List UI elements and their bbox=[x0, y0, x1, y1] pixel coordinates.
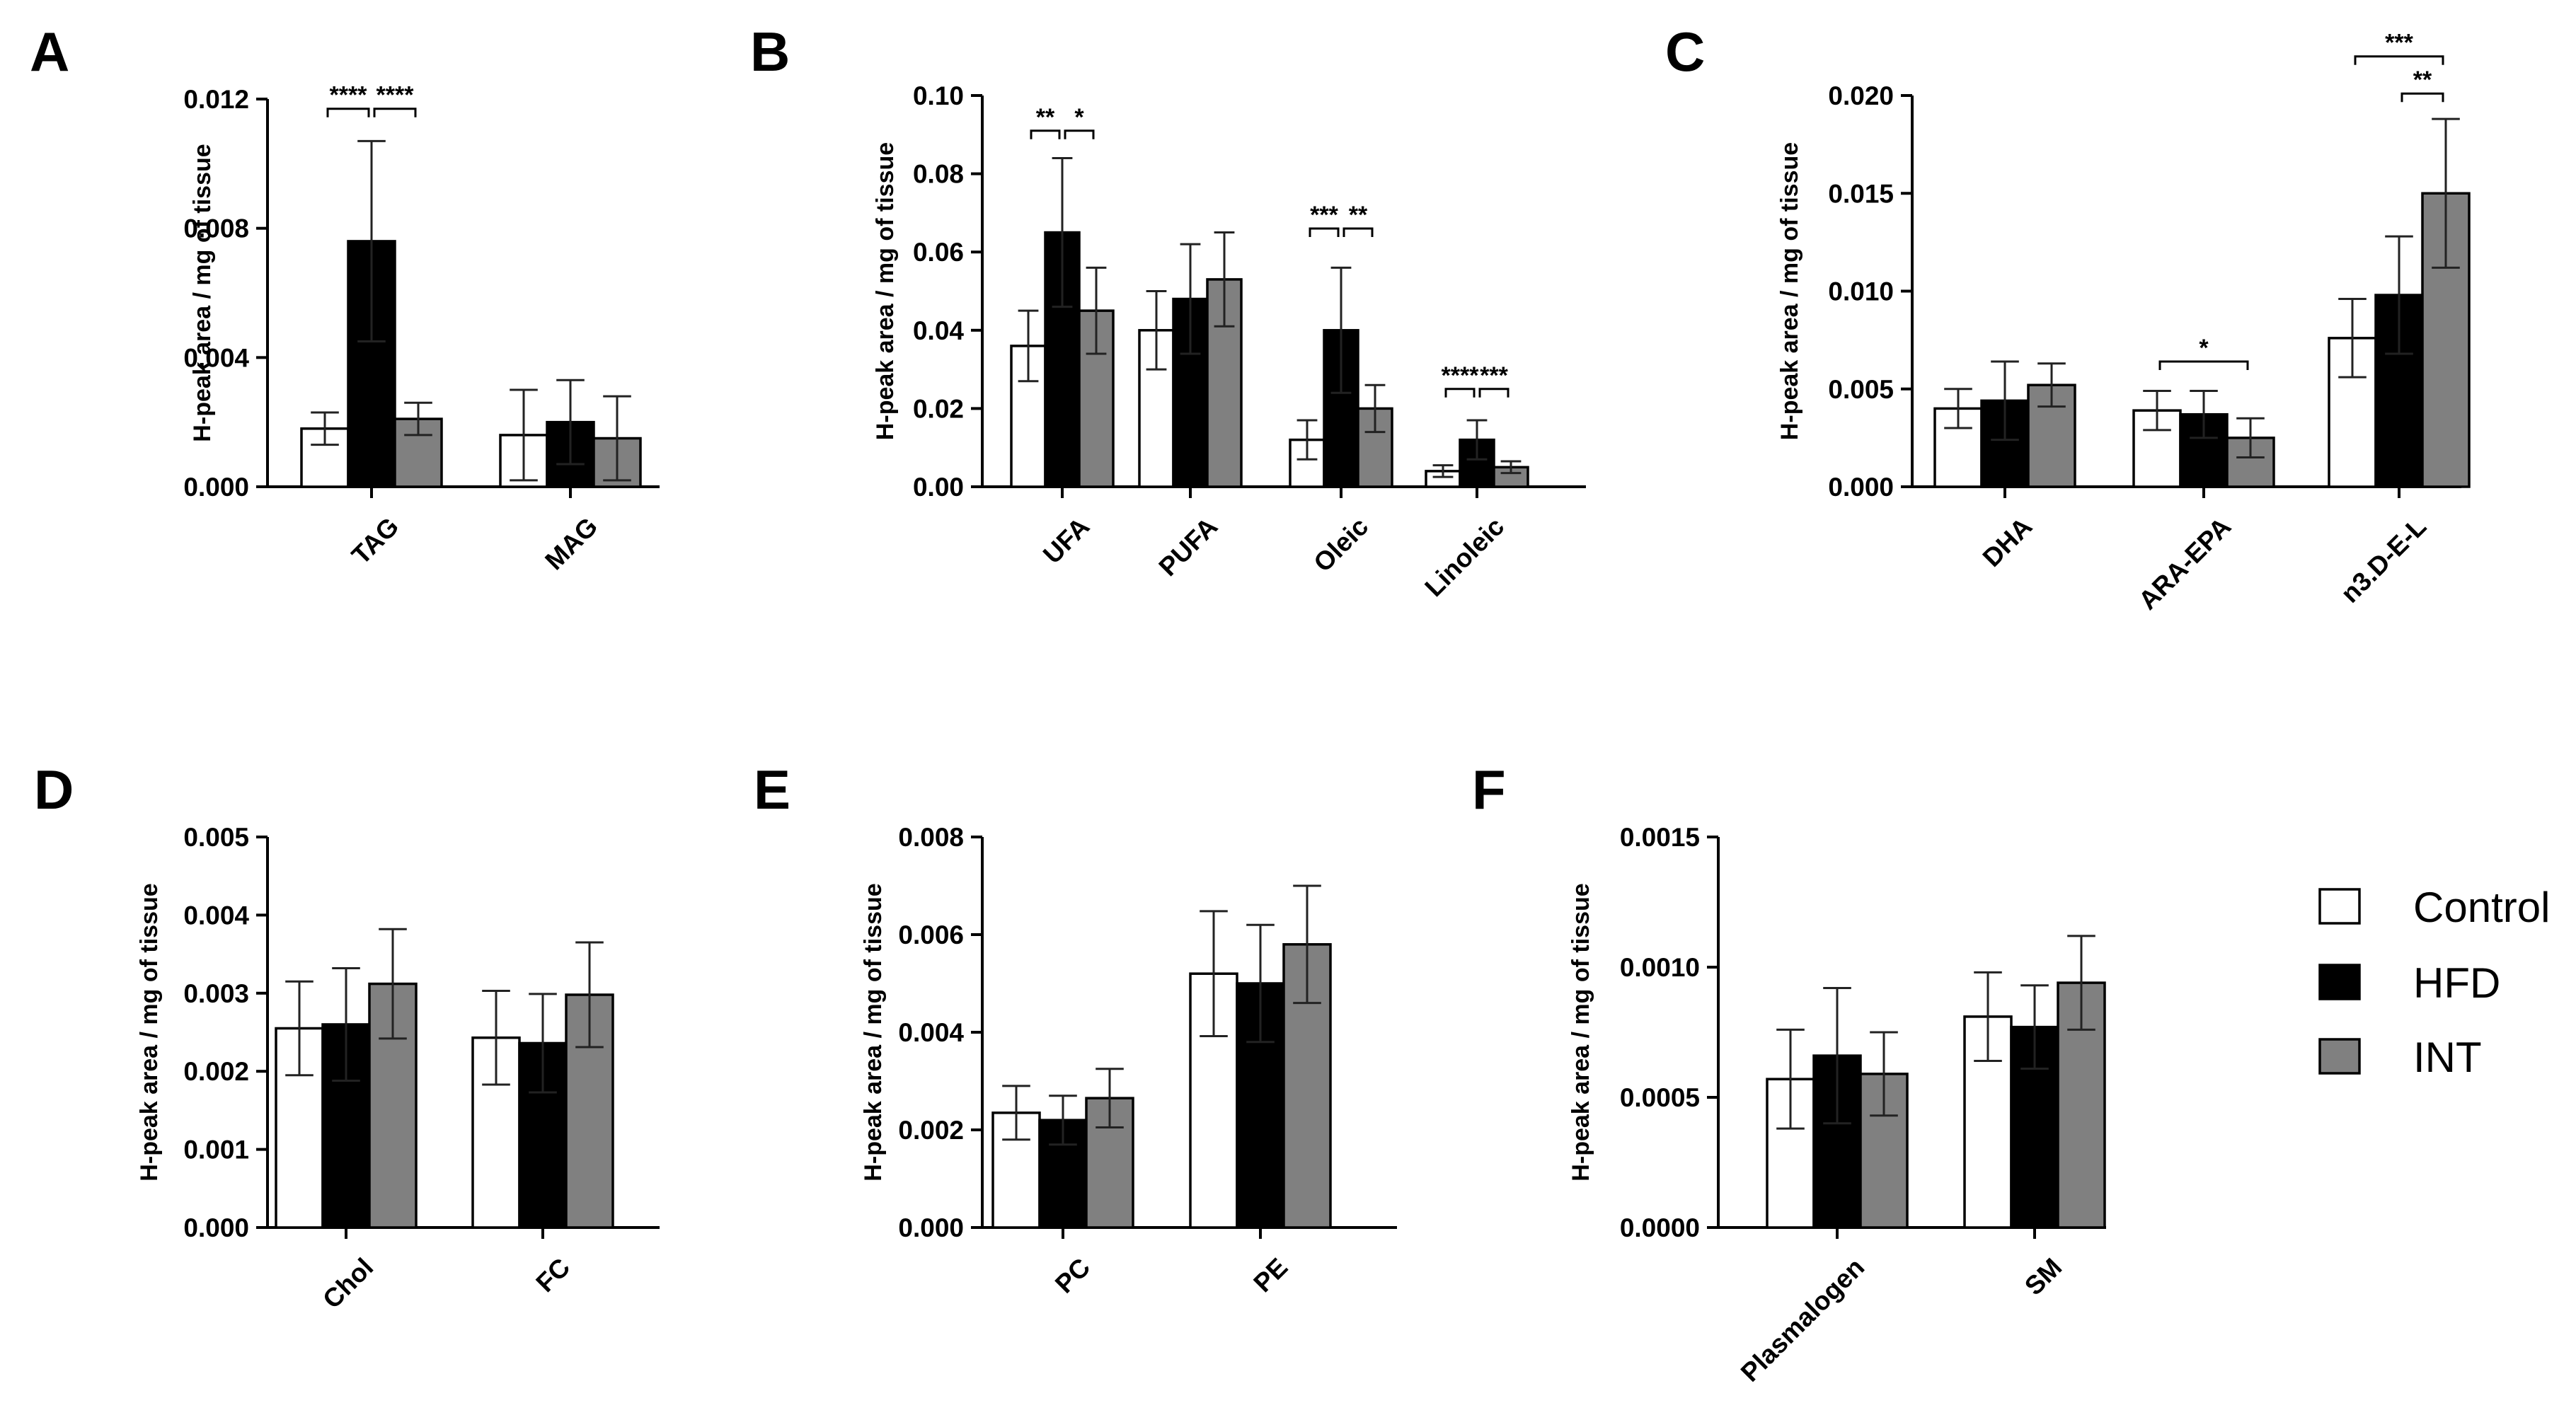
x-category-label: Linoleic bbox=[1419, 512, 1510, 602]
panel-F: F H-peak area / mg of tissue 0.0000 0.0005… bbox=[1472, 758, 2106, 1387]
y-tick-label: 0.000 bbox=[183, 1213, 249, 1242]
y-tick-label: 0.008 bbox=[183, 214, 249, 243]
panel-letter-A: A bbox=[30, 21, 69, 83]
y-axis-label: H-peak area / mg of tissue bbox=[136, 883, 163, 1181]
y-tick-label: 0.004 bbox=[183, 901, 249, 930]
significance-bracket bbox=[326, 108, 370, 117]
significance-bracket bbox=[2354, 55, 2444, 65]
y-tick-label: 0.0015 bbox=[1620, 823, 1700, 852]
panel-letter-D: D bbox=[34, 758, 74, 821]
x-category-label: PC bbox=[1050, 1252, 1096, 1298]
panel-letter-F: F bbox=[1472, 758, 1506, 821]
y-tick-label: 0.000 bbox=[183, 473, 249, 502]
bar-int bbox=[393, 417, 443, 488]
x-category-label: MAG bbox=[539, 512, 603, 575]
panel-B: B H-peak area / mg of tissue 0.00 0.02 0.04… bbox=[750, 21, 1586, 602]
y-tick-label: 0.005 bbox=[183, 823, 249, 852]
y-tick-label: 0.000 bbox=[1828, 473, 1894, 502]
legend: Control HFD INT bbox=[2318, 884, 2550, 1081]
panel-C: C H-peak area / mg of tissue 0.000 0.005 0.… bbox=[1665, 21, 2471, 616]
y-tick-label: 0.004 bbox=[898, 1018, 964, 1047]
significance-bracket bbox=[1309, 227, 1340, 238]
y-tick-label: 0.000 bbox=[898, 1213, 964, 1242]
y-tick-label: 0.04 bbox=[913, 316, 964, 345]
legend-swatch-int bbox=[2318, 1038, 2361, 1075]
y-tick-label: 0.08 bbox=[913, 160, 964, 189]
y-axis-label: H-peak area / mg of tissue bbox=[1568, 883, 1594, 1181]
bar-hfd bbox=[1323, 329, 1359, 488]
legend-label: HFD bbox=[2413, 959, 2500, 1007]
y-tick-label: 0.002 bbox=[183, 1057, 249, 1086]
y-tick-label: 0.06 bbox=[913, 238, 964, 267]
y-tick-label: 0.02 bbox=[913, 394, 964, 423]
y-tick-label: 0.002 bbox=[898, 1116, 964, 1145]
y-axis-label: H-peak area / mg of tissue bbox=[189, 144, 216, 441]
significance-label: ** bbox=[2413, 67, 2432, 93]
panel-D: D H-peak area / mg of tissue 0.000 0.001 0.… bbox=[34, 758, 660, 1314]
significance-label: ** bbox=[1349, 202, 1368, 229]
panel-A: A H-peak area / mg of tissue 0.000 0.004 0.… bbox=[30, 21, 660, 575]
legend-label: INT bbox=[2413, 1034, 2482, 1081]
y-tick-label: 0.020 bbox=[1828, 81, 1894, 110]
significance-label: **** bbox=[330, 82, 368, 109]
y-tick-label: 0.006 bbox=[898, 920, 964, 949]
y-axis-label: H-peak area / mg of tissue bbox=[1776, 142, 1803, 440]
significance-label: *** bbox=[2385, 30, 2413, 57]
significance-bracket bbox=[373, 108, 417, 117]
y-tick-label: 0.012 bbox=[183, 85, 249, 114]
y-tick-label: 0.008 bbox=[898, 823, 964, 852]
y-tick-label: 0.0005 bbox=[1620, 1083, 1700, 1112]
significance-bracket bbox=[1342, 227, 1374, 238]
significance-label: * bbox=[2199, 335, 2209, 362]
significance-label: **** bbox=[376, 82, 415, 109]
y-tick-label: 0.0000 bbox=[1620, 1213, 1700, 1242]
x-category-label: Oleic bbox=[1308, 512, 1374, 577]
significance-label: ** bbox=[1036, 104, 1055, 131]
x-category-label: Chol bbox=[317, 1252, 379, 1314]
bar-hfd bbox=[347, 240, 396, 488]
significance-label: *** bbox=[1310, 202, 1338, 229]
x-category-label: PUFA bbox=[1154, 512, 1224, 582]
y-tick-label: 0.003 bbox=[183, 979, 249, 1008]
x-category-label: PE bbox=[1248, 1252, 1293, 1298]
x-category-label: SM bbox=[2019, 1252, 2067, 1300]
y-tick-label: 0.0010 bbox=[1620, 953, 1700, 982]
y-tick-label: 0.010 bbox=[1828, 277, 1894, 306]
legend-label: Control bbox=[2413, 884, 2550, 931]
significance-bracket bbox=[1478, 388, 1510, 398]
panel-E: E H-peak area / mg of tissue 0.000 0.002 0.… bbox=[754, 758, 1397, 1299]
x-category-label: ARA-EPA bbox=[2133, 512, 2236, 615]
y-tick-label: 0.015 bbox=[1828, 179, 1894, 208]
significance-label: *** bbox=[1480, 362, 1508, 389]
x-category-label: DHA bbox=[1977, 512, 2038, 572]
panel-letter-B: B bbox=[750, 21, 790, 83]
x-category-label: FC bbox=[530, 1252, 575, 1298]
y-tick-label: 0.00 bbox=[913, 473, 964, 502]
significance-bracket bbox=[1444, 388, 1476, 398]
significance-label: **** bbox=[1442, 362, 1480, 389]
significance-bracket bbox=[2400, 92, 2444, 103]
y-axis-label: H-peak area / mg of tissue bbox=[872, 142, 899, 440]
x-category-label: Plasmalogen bbox=[1735, 1252, 1870, 1387]
y-axis-label: H-peak area / mg of tissue bbox=[860, 883, 887, 1181]
legend-swatch-control bbox=[2318, 888, 2361, 925]
y-tick-label: 0.001 bbox=[183, 1136, 249, 1165]
x-category-label: n3.D-E-L bbox=[2335, 512, 2432, 608]
panel-letter-E: E bbox=[754, 758, 790, 821]
x-category-label: UFA bbox=[1037, 512, 1095, 569]
y-tick-label: 0.004 bbox=[183, 343, 249, 372]
x-category-label: TAG bbox=[346, 512, 404, 570]
y-tick-label: 0.10 bbox=[913, 81, 964, 110]
significance-bracket bbox=[1064, 129, 1095, 139]
significance-bracket bbox=[2158, 360, 2249, 371]
significance-label: * bbox=[1074, 104, 1084, 131]
legend-swatch-hfd bbox=[2318, 964, 2361, 1000]
panel-letter-C: C bbox=[1665, 21, 1705, 83]
significance-bracket bbox=[1030, 129, 1061, 139]
y-tick-label: 0.005 bbox=[1828, 375, 1894, 404]
